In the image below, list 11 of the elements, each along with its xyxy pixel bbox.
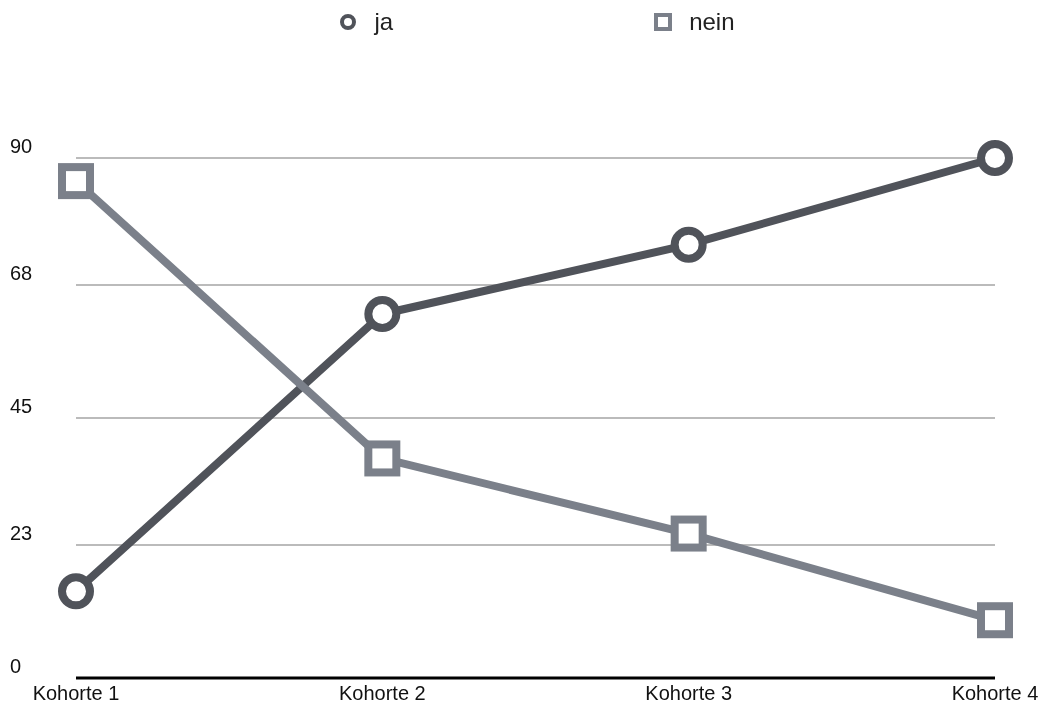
legend-label: ja: [374, 8, 394, 36]
x-tick-label: Kohorte 1: [32, 682, 120, 705]
legend-label: nein: [689, 8, 735, 36]
y-tick-label: 90: [10, 135, 33, 158]
x-tick-label: Kohorte 2: [338, 682, 426, 705]
y-tick-label: 68: [10, 262, 33, 285]
y-tick-label: 45: [10, 395, 33, 418]
y-tick-label: 0: [10, 655, 22, 678]
x-tick-label: Kohorte 4: [951, 682, 1039, 705]
y-tick-label: 23: [10, 522, 33, 545]
x-tick-label: Kohorte 3: [645, 682, 733, 705]
